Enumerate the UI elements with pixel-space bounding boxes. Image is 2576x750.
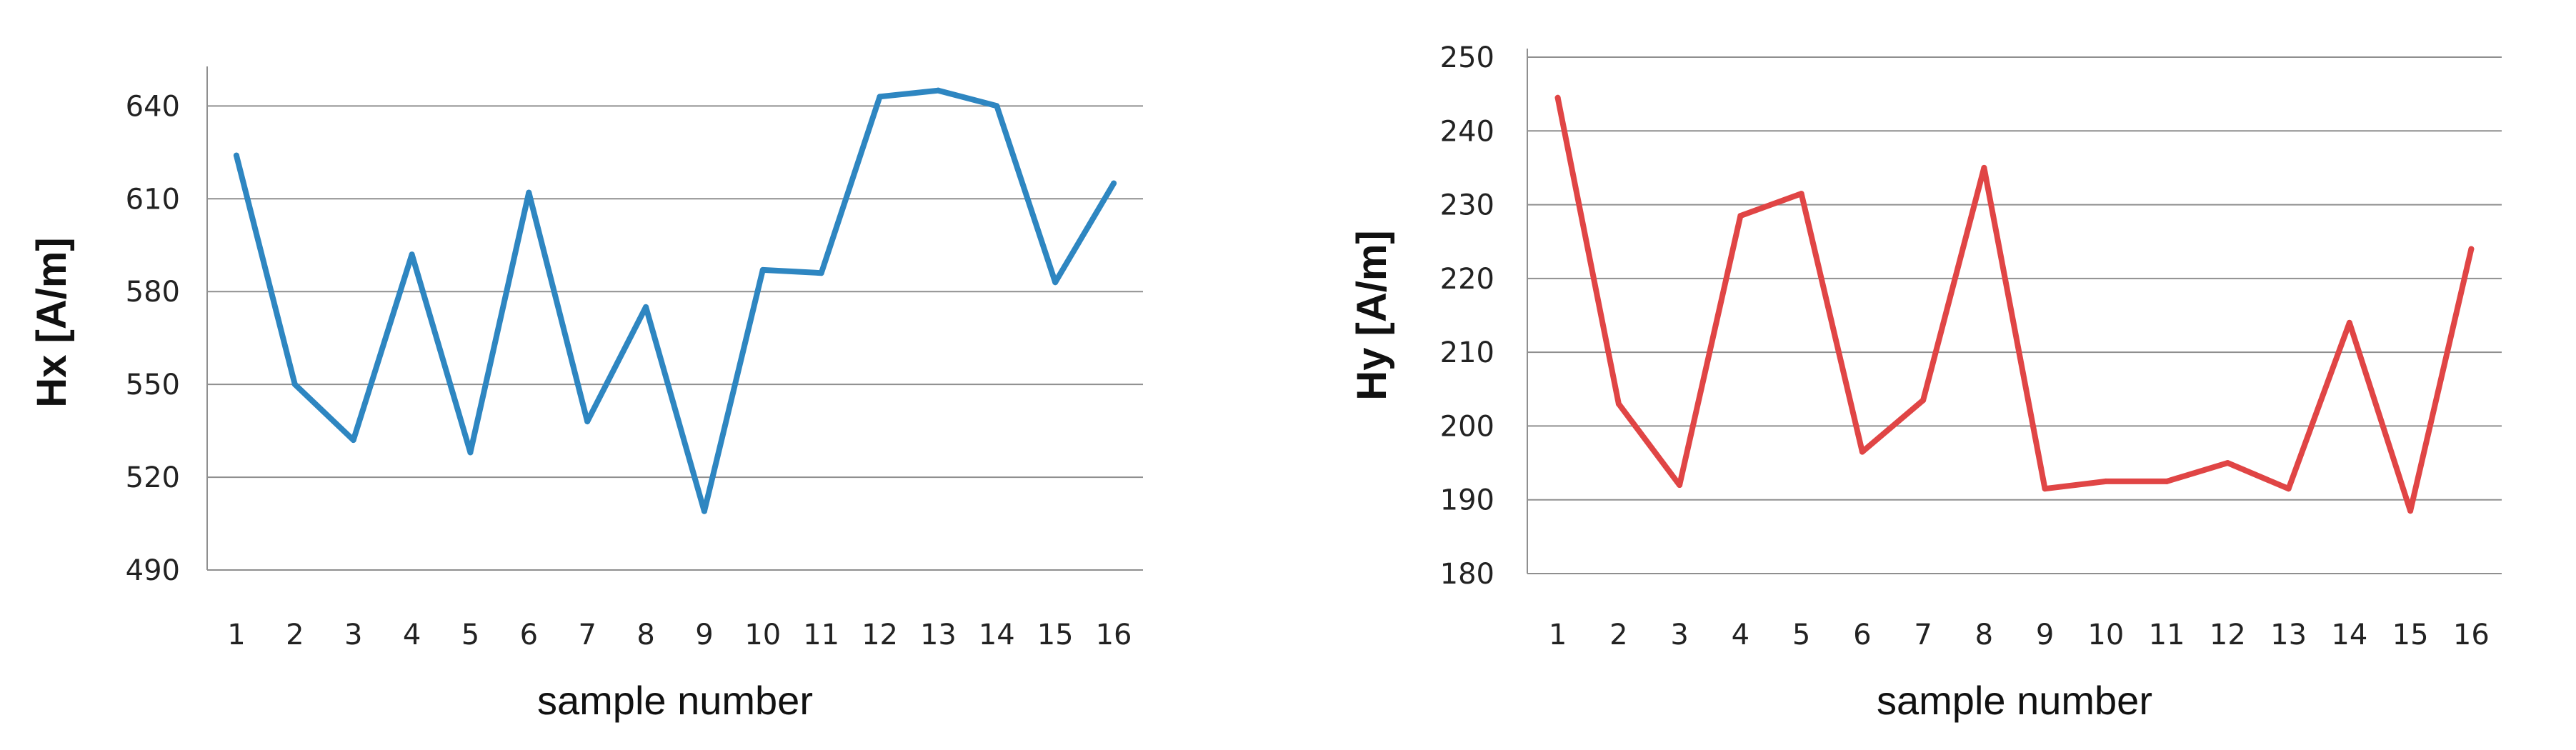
hx-series-line (233, 87, 1117, 514)
hy-x-tick-label: 12 (2210, 619, 2246, 651)
hx-data-point (643, 304, 649, 310)
hy-y-tick-label: 180 (1440, 558, 1494, 591)
hx-x-tick-label: 14 (979, 619, 1015, 651)
hy-series-line (1554, 94, 2475, 514)
hy-data-point (2407, 508, 2414, 514)
hx-data-point (350, 437, 356, 444)
hx-y-tick-label: 550 (126, 369, 180, 401)
hy-y-tick-label: 190 (1440, 484, 1494, 517)
hx-data-point (994, 103, 1000, 109)
hx-x-tick-label: 9 (695, 619, 713, 651)
hy-data-point (2468, 246, 2475, 252)
hy-x-axis-label: sample number (1877, 678, 2152, 723)
hx-data-point (409, 251, 415, 258)
hy-y-tick-label: 210 (1440, 336, 1494, 369)
hy-data-point (2042, 486, 2048, 492)
hx-x-tick-label: 8 (636, 619, 654, 651)
hy-y-axis-label: Hy [A/m] (1349, 230, 1395, 400)
hx-data-point (233, 152, 239, 159)
hy-x-tick-label: 14 (2331, 619, 2367, 651)
hy-x-tick-label: 7 (1914, 619, 1932, 651)
hx-x-tick-label: 13 (920, 619, 957, 651)
hx-x-tick-label: 2 (286, 619, 304, 651)
hx-data-point (1052, 279, 1059, 286)
hy-data-point (2102, 478, 2109, 484)
hy-y-tick-label: 230 (1440, 189, 1494, 222)
hy-data-point (1798, 191, 1804, 197)
hy-data-point (1554, 94, 1561, 101)
hy-x-tick-label: 15 (2392, 619, 2429, 651)
hy-x-tick-label: 13 (2270, 619, 2307, 651)
hy-x-tick-label: 6 (1853, 619, 1871, 651)
hx-x-tick-label: 15 (1037, 619, 1074, 651)
hx-x-tick-label: 3 (344, 619, 362, 651)
hy-x-tick-label: 8 (1975, 619, 1993, 651)
hy-data-point (1981, 164, 1987, 171)
hx-y-tick-label: 580 (126, 276, 180, 309)
hy-x-tick-label: 2 (1609, 619, 1627, 651)
hx-y-axis-label: Hx [A/m] (29, 237, 75, 407)
hx-y-tick-label: 490 (126, 554, 180, 587)
hx-data-point (1111, 180, 1117, 186)
hy-data-point (1859, 449, 1865, 455)
hy-y-tick-label: 220 (1440, 263, 1494, 296)
hy-x-tick-label: 9 (2036, 619, 2054, 651)
hx-data-point (759, 266, 766, 273)
hy-y-tick-label: 250 (1440, 41, 1494, 74)
hy-x-tick-label: 3 (1670, 619, 1688, 651)
hx-x-tick-label: 16 (1096, 619, 1132, 651)
hy-x-tick-label: 16 (2453, 619, 2490, 651)
hx-x-tick-label: 12 (862, 619, 898, 651)
hx-data-point (935, 87, 942, 94)
hy-x-tick-label: 5 (1792, 619, 1810, 651)
hx-data-point (291, 381, 298, 388)
hx-data-point (584, 419, 591, 425)
hy-x-tick-label: 11 (2149, 619, 2185, 651)
hy-data-point (2164, 478, 2170, 484)
hy-y-tick-label: 240 (1440, 115, 1494, 148)
hx-x-tick-label: 10 (744, 619, 781, 651)
hy-data-point (2285, 486, 2292, 492)
hx-data-point (526, 189, 532, 196)
hy-data-point (2346, 319, 2352, 326)
hx-x-tick-label: 4 (403, 619, 421, 651)
hy-x-tick-label: 1 (1549, 619, 1567, 651)
hx-x-axis-label: sample number (537, 678, 813, 723)
hy-data-point (2225, 460, 2231, 466)
hx-data-point (701, 508, 707, 514)
hy-data-point (1615, 401, 1622, 407)
hx-x-tick-label: 5 (461, 619, 479, 651)
hy-x-tick-label: 4 (1732, 619, 1749, 651)
hy-data-point (1920, 397, 1927, 404)
hx-x-tick-label: 11 (803, 619, 839, 651)
hy-data-point (1677, 482, 1683, 489)
hx-y-tick-label: 640 (126, 90, 180, 123)
hx-data-point (818, 270, 824, 276)
hy-data-point (1737, 213, 1744, 219)
hy-y-tick-label: 200 (1440, 410, 1494, 443)
hx-x-tick-label: 6 (520, 619, 538, 651)
hx-x-tick-label: 7 (578, 619, 596, 651)
hx-data-point (467, 449, 474, 456)
hx-y-tick-label: 520 (126, 461, 180, 494)
hx-x-tick-label: 1 (227, 619, 245, 651)
hy-x-tick-label: 10 (2087, 619, 2124, 651)
hx-y-tick-label: 610 (126, 183, 180, 216)
hx-data-point (877, 94, 883, 100)
